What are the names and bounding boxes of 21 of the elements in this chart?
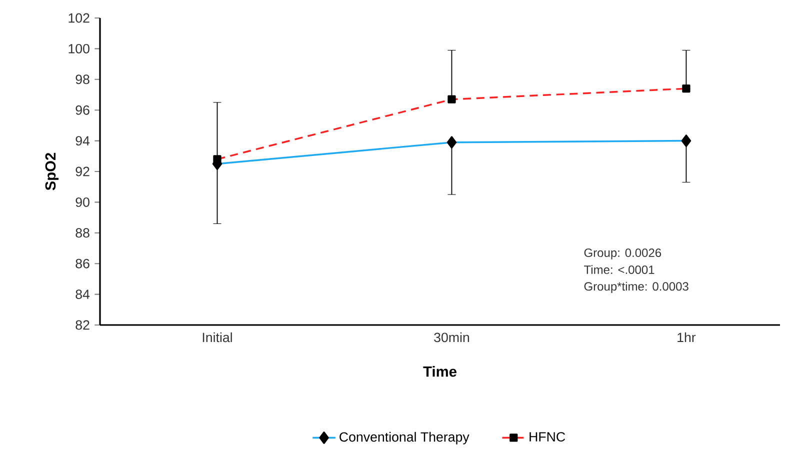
legend-label: HFNC (530, 432, 566, 442)
y-axis-title: SpO2 (45, 152, 59, 190)
x-tick-label: 30min (434, 332, 470, 342)
x-tick-label: Initial (202, 332, 232, 342)
x-axis-title: Time (423, 366, 456, 377)
y-tick-label: 92 (76, 166, 90, 176)
y-tick-label: 88 (76, 228, 90, 238)
legend-label: Conventional Therapy (340, 432, 470, 444)
annotation: Time: <.0001 (584, 265, 654, 274)
y-tick-label: 86 (76, 258, 90, 268)
annotation: Group*time: 0.0003 (584, 282, 688, 294)
x-tick-label: 1hr (678, 332, 696, 342)
y-tick-label: 84 (76, 290, 90, 300)
y-tick-label: 90 (76, 197, 90, 207)
y-tick-label: 100 (68, 44, 90, 54)
annotation: Group: 0.0026 (584, 248, 662, 260)
y-tick-label: 82 (76, 320, 90, 330)
y-tick-label: 94 (76, 136, 90, 146)
y-tick-label: 102 (68, 13, 90, 23)
y-tick-label: 96 (76, 105, 90, 115)
y-tick-label: 98 (76, 74, 90, 84)
